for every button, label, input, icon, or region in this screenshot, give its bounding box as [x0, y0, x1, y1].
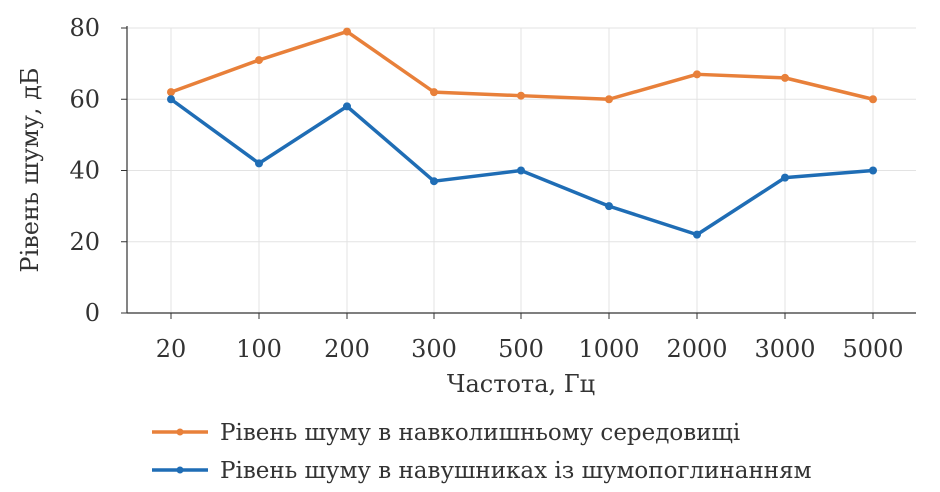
x-tick-label: 20: [156, 335, 187, 363]
data-point: [167, 88, 175, 97]
data-point: [517, 166, 525, 175]
x-tick-label: 1000: [578, 335, 639, 363]
x-axis-label: Частота, Гц: [447, 370, 595, 398]
legend-marker-ambient: [176, 428, 184, 436]
data-point: [430, 88, 438, 97]
series-lines: [167, 27, 877, 239]
data-point: [343, 27, 351, 36]
data-point: [167, 95, 175, 104]
y-axis-label: Рівень шуму, дБ: [16, 67, 44, 272]
y-tick-label: 40: [69, 157, 100, 185]
data-point: [517, 91, 525, 100]
legend-marker-headphones: [176, 466, 184, 474]
x-tick-label: 5000: [842, 335, 903, 363]
series-line-0: [169, 29, 875, 101]
data-point: [255, 159, 263, 168]
data-point: [605, 95, 613, 104]
x-tick-label: 3000: [754, 335, 815, 363]
x-tick-labels: 20 100 200 300 500 1000 2000 3000 5000: [156, 313, 904, 363]
legend-entry-ambient: Рівень шуму в навколишньому середовищі: [152, 420, 740, 446]
data-point: [343, 102, 351, 111]
data-point: [255, 56, 263, 65]
data-point: [430, 177, 438, 186]
y-tick-label: 20: [69, 228, 100, 256]
data-point: [693, 230, 701, 239]
legend-label-ambient: Рівень шуму в навколишньому середовищі: [220, 420, 740, 446]
data-point: [693, 70, 701, 79]
x-tick-label: 300: [411, 335, 457, 363]
y-tick-label: 60: [69, 85, 100, 113]
legend: Рівень шуму в навколишньому середовищі Р…: [152, 420, 812, 484]
x-tick-label: 100: [236, 335, 282, 363]
data-point: [869, 95, 877, 104]
data-point: [605, 202, 613, 211]
data-point: [781, 173, 789, 182]
legend-label-headphones: Рівень шуму в навушниках із шумопоглинан…: [220, 458, 812, 484]
y-tick-label: 0: [85, 299, 100, 327]
x-tick-label: 200: [324, 335, 370, 363]
data-point: [869, 166, 877, 175]
y-tick-label: 80: [69, 14, 100, 42]
legend-entry-headphones: Рівень шуму в навушниках із шумопоглинан…: [152, 458, 812, 484]
y-tick-labels: 0 20 40 60 80: [69, 14, 127, 327]
x-tick-label: 2000: [666, 335, 727, 363]
x-tick-label: 500: [498, 335, 544, 363]
data-point: [781, 73, 789, 82]
